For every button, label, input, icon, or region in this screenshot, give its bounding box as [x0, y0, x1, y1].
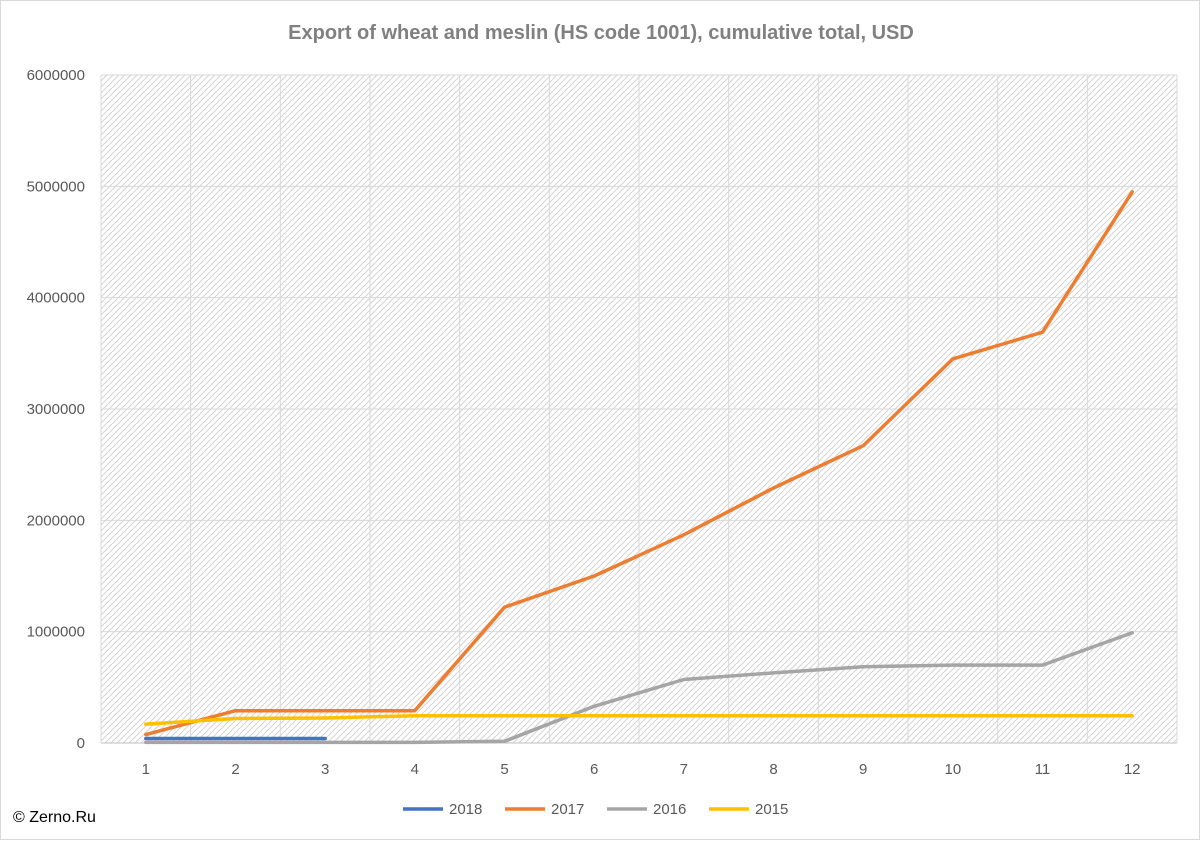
y-tick-label: 3000000 [27, 401, 85, 418]
x-tick-label: 1 [142, 761, 150, 778]
x-tick-label: 6 [590, 761, 598, 778]
x-tick-label: 10 [944, 761, 961, 778]
legend: 2018 2017 2016 2015 [403, 801, 788, 818]
chart-title: Export of wheat and meslin (HS code 1001… [288, 22, 914, 44]
x-tick-label: 11 [1035, 761, 1051, 778]
x-tick-label: 8 [769, 761, 777, 778]
axes: 0 1000000 2000000 3000000 4000000 5000000 6000… [27, 67, 1141, 778]
x-tick-label: 9 [859, 761, 867, 778]
x-tick-label: 3 [321, 761, 329, 778]
x-tick-label: 2 [231, 761, 239, 778]
x-tick-label: 5 [500, 761, 508, 778]
series-line-2015 [144, 713, 1134, 726]
legend-label-2016: 2016 [653, 801, 686, 818]
legend-label-2018: 2018 [449, 801, 482, 818]
x-tick-label: 7 [680, 761, 688, 778]
x-tick-label: 4 [411, 761, 419, 778]
x-tick-label: 12 [1124, 761, 1141, 778]
series-line-2016 [144, 631, 1134, 745]
series-line-2017 [144, 190, 1134, 737]
y-tick-label: 4000000 [27, 290, 85, 307]
legend-label-2017: 2017 [551, 801, 584, 818]
series-lines [144, 190, 1134, 745]
y-tick-label: 2000000 [27, 512, 85, 529]
y-tick-label: 6000000 [27, 67, 85, 84]
y-tick-label: 5000000 [27, 178, 85, 195]
credit-text: © Zerno.Ru [13, 809, 96, 826]
y-tick-label: 1000000 [27, 624, 85, 641]
y-tick-label: 0 [77, 735, 85, 752]
legend-label-2015: 2015 [755, 801, 788, 818]
gridlines [100, 74, 1178, 744]
